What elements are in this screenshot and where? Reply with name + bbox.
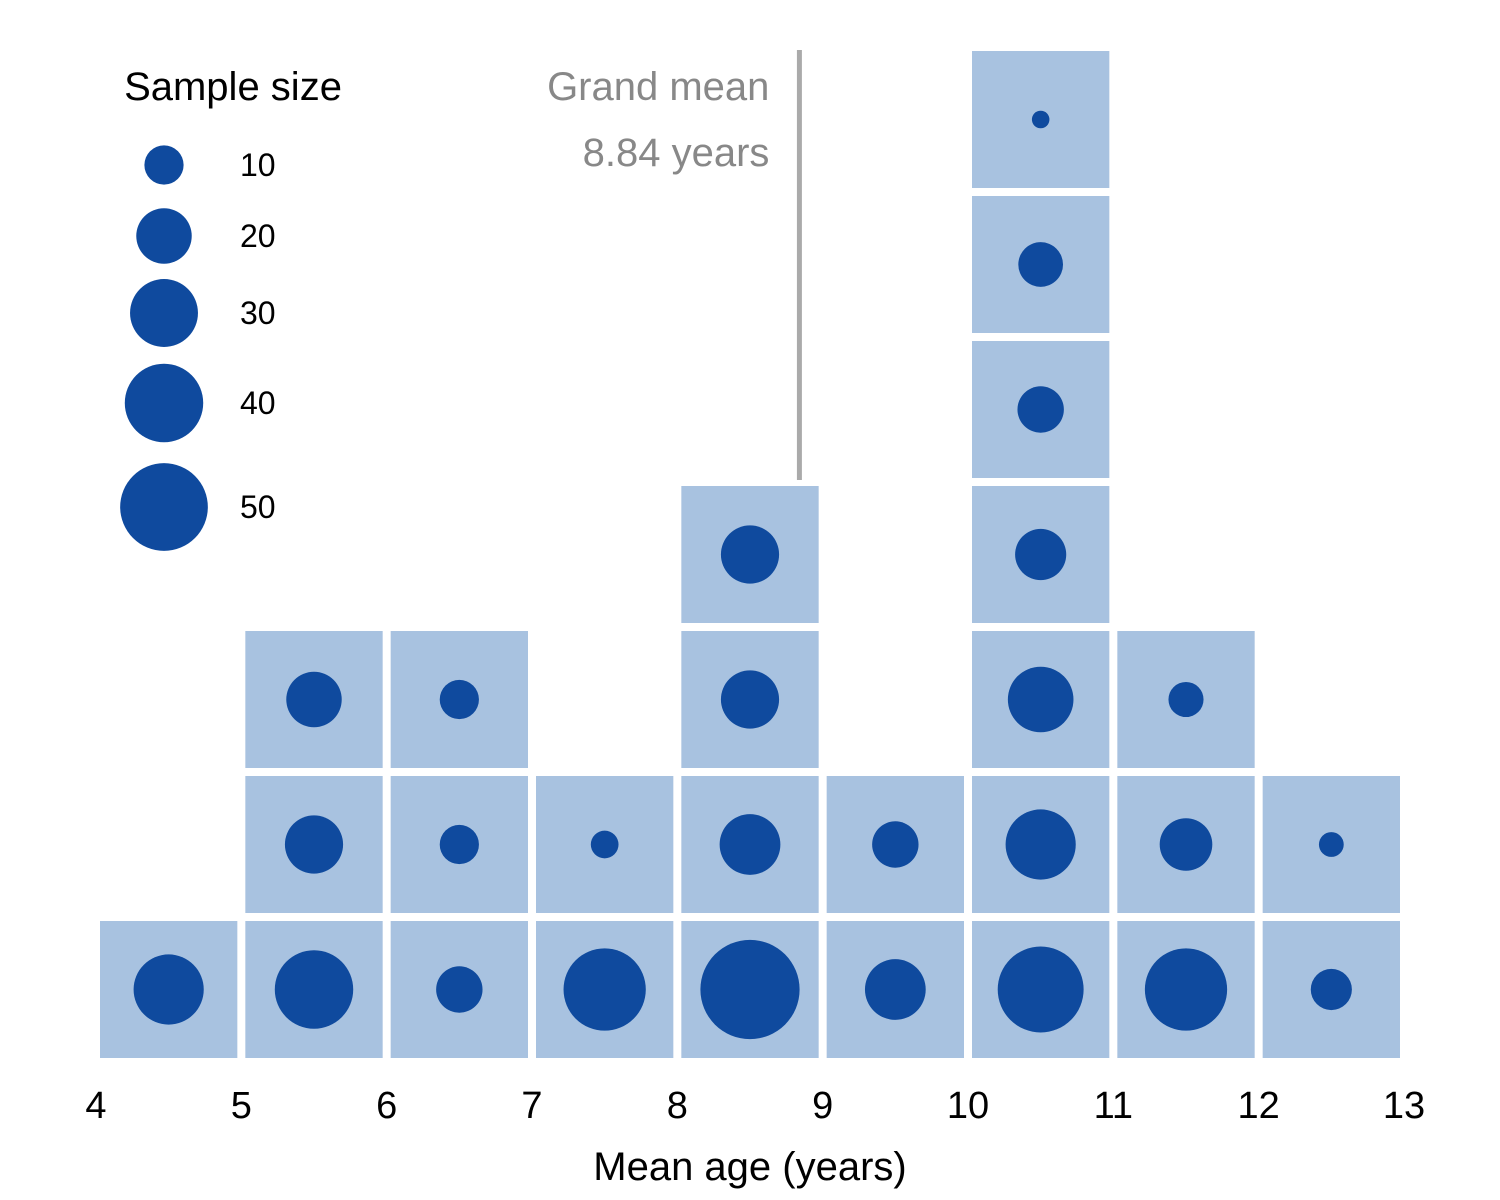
grand-mean-layer: Grand mean 8.84 years bbox=[547, 50, 802, 480]
sample-size-dot bbox=[1159, 818, 1213, 871]
x-tick-label: 6 bbox=[376, 1085, 397, 1127]
sample-size-dot bbox=[590, 830, 619, 859]
sample-size-dot bbox=[719, 814, 781, 875]
sample-size-dot bbox=[997, 946, 1084, 1033]
legend-label: 30 bbox=[240, 295, 276, 331]
sample-size-dot bbox=[1310, 968, 1352, 1011]
legend-dot bbox=[130, 279, 198, 347]
sample-size-dot bbox=[1005, 809, 1076, 880]
legend-dot bbox=[136, 208, 192, 264]
sample-size-dot bbox=[439, 824, 479, 865]
sample-size-dot bbox=[1168, 681, 1204, 718]
legend-dot bbox=[124, 363, 204, 443]
legend: Sample size 10 20 30 40 50 bbox=[120, 65, 342, 551]
grand-mean-value-label: 8.84 years bbox=[583, 131, 770, 175]
x-tick-label: 13 bbox=[1383, 1085, 1425, 1127]
sample-size-dot bbox=[436, 966, 483, 1013]
x-axis: Mean age (years) 4 5 6 7 8 9 10 11 12 13 bbox=[85, 1085, 1425, 1189]
x-tick-label: 12 bbox=[1238, 1085, 1280, 1127]
x-tick-label: 8 bbox=[667, 1085, 688, 1127]
sample-size-dot bbox=[1031, 110, 1050, 129]
sample-size-dot bbox=[1018, 242, 1064, 287]
sample-size-dot bbox=[720, 525, 780, 584]
x-tick-label: 9 bbox=[812, 1085, 833, 1127]
sample-size-dot bbox=[284, 815, 344, 874]
sample-size-dot bbox=[286, 671, 342, 728]
x-tick-label: 5 bbox=[231, 1085, 252, 1127]
x-tick-label: 11 bbox=[1094, 1085, 1133, 1127]
legend-dot bbox=[144, 145, 184, 185]
x-tick-label: 7 bbox=[521, 1085, 542, 1127]
sample-size-dot bbox=[1007, 666, 1074, 733]
legend-label: 10 bbox=[240, 147, 276, 183]
sample-size-dot bbox=[872, 821, 919, 868]
legend-dot bbox=[120, 463, 208, 551]
legend-label: 40 bbox=[240, 385, 276, 421]
sample-size-dot bbox=[274, 950, 354, 1029]
sample-size-dot bbox=[1318, 832, 1344, 857]
legend-label: 50 bbox=[240, 489, 276, 525]
tiles-layer bbox=[100, 51, 1400, 1058]
sample-size-dot bbox=[563, 948, 646, 1031]
sample-size-dot bbox=[1015, 528, 1067, 581]
sample-size-dot bbox=[133, 954, 204, 1025]
x-axis-title: Mean age (years) bbox=[593, 1145, 906, 1189]
legend-label: 20 bbox=[240, 218, 276, 254]
sample-size-dot bbox=[439, 679, 479, 720]
sample-size-dot bbox=[864, 959, 926, 1020]
grand-mean-label: Grand mean bbox=[547, 65, 769, 109]
sample-size-dot bbox=[700, 939, 800, 1040]
sample-size-dot bbox=[1017, 386, 1064, 433]
x-tick-label: 4 bbox=[85, 1085, 106, 1127]
sample-size-dot bbox=[720, 670, 780, 729]
sample-size-dot bbox=[1144, 948, 1228, 1031]
legend-title: Sample size bbox=[124, 65, 342, 109]
x-tick-label: 10 bbox=[947, 1085, 989, 1127]
